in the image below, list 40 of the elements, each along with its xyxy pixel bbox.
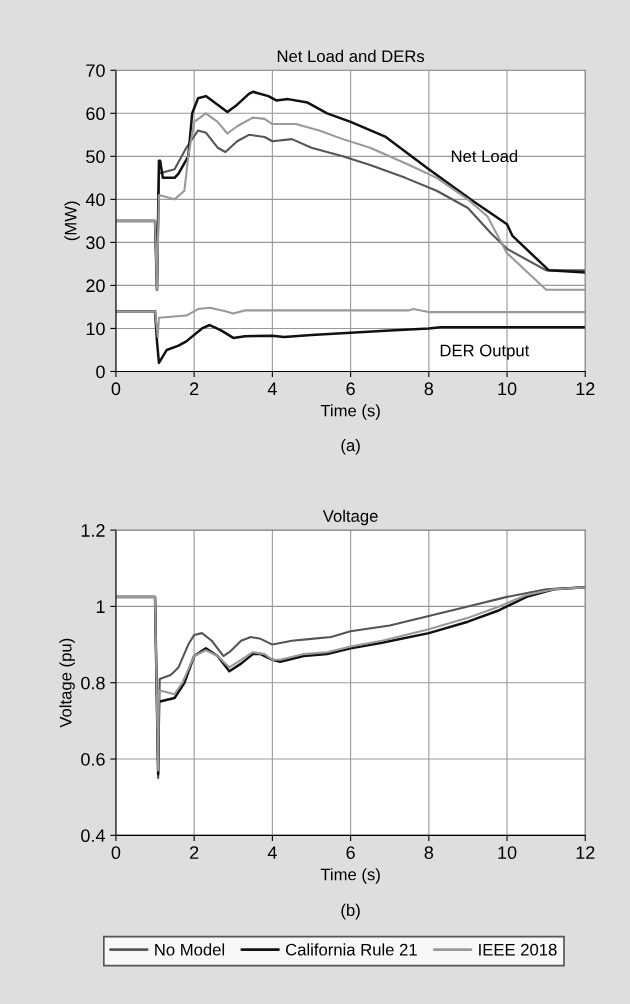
x-tick-label: 8: [424, 382, 434, 396]
x-tick-label: 0: [111, 846, 121, 860]
x-axis-title: Time (s): [320, 868, 380, 884]
x-tick-label: 12: [576, 846, 595, 859]
legend-label: IEEE 2018: [479, 943, 557, 956]
y-tick-label: 1: [96, 600, 105, 613]
legend-label: No Model: [155, 943, 225, 956]
y-tick-label: 1.2: [81, 524, 105, 537]
x-tick-label: 10: [498, 846, 517, 860]
x-tick-label: 6: [346, 846, 355, 860]
chart-title: Net Load and DERs: [277, 49, 425, 63]
chart-title: Voltage: [322, 509, 378, 526]
y-tick-label: 0.6: [81, 752, 105, 766]
x-tick-label: 4: [267, 846, 277, 859]
y-tick-label: 70: [86, 64, 105, 77]
y-tick-label: 0: [96, 365, 105, 379]
text: (a): [341, 439, 360, 455]
y-axis-title: Voltage (pu): [59, 638, 75, 728]
y-tick-label: 0.8: [81, 676, 105, 690]
annotation: Net Load: [451, 149, 518, 163]
x-tick-label: 10: [498, 382, 517, 396]
x-tick-label: 0: [111, 382, 121, 396]
x-tick-label: 2: [190, 846, 199, 859]
text: (b): [341, 903, 360, 920]
y-axis-title: (MW): [64, 201, 80, 241]
y-tick-label: 50: [86, 150, 105, 164]
x-tick-label: 8: [424, 846, 434, 860]
annotation: DER Output: [440, 344, 530, 360]
x-tick-label: 12: [576, 382, 595, 395]
legend-label: California Rule 21: [286, 943, 417, 956]
x-tick-label: 2: [190, 382, 199, 395]
x-axis-title: Time (s): [320, 404, 380, 420]
x-tick-label: 4: [267, 382, 277, 395]
y-tick-label: 0.4: [81, 829, 105, 843]
y-tick-label: 60: [86, 107, 105, 121]
y-tick-label: 30: [86, 236, 105, 250]
x-tick-label: 6: [346, 382, 355, 396]
y-tick-label: 40: [85, 193, 105, 207]
y-tick-label: 10: [86, 322, 105, 336]
y-tick-label: 20: [86, 279, 105, 293]
